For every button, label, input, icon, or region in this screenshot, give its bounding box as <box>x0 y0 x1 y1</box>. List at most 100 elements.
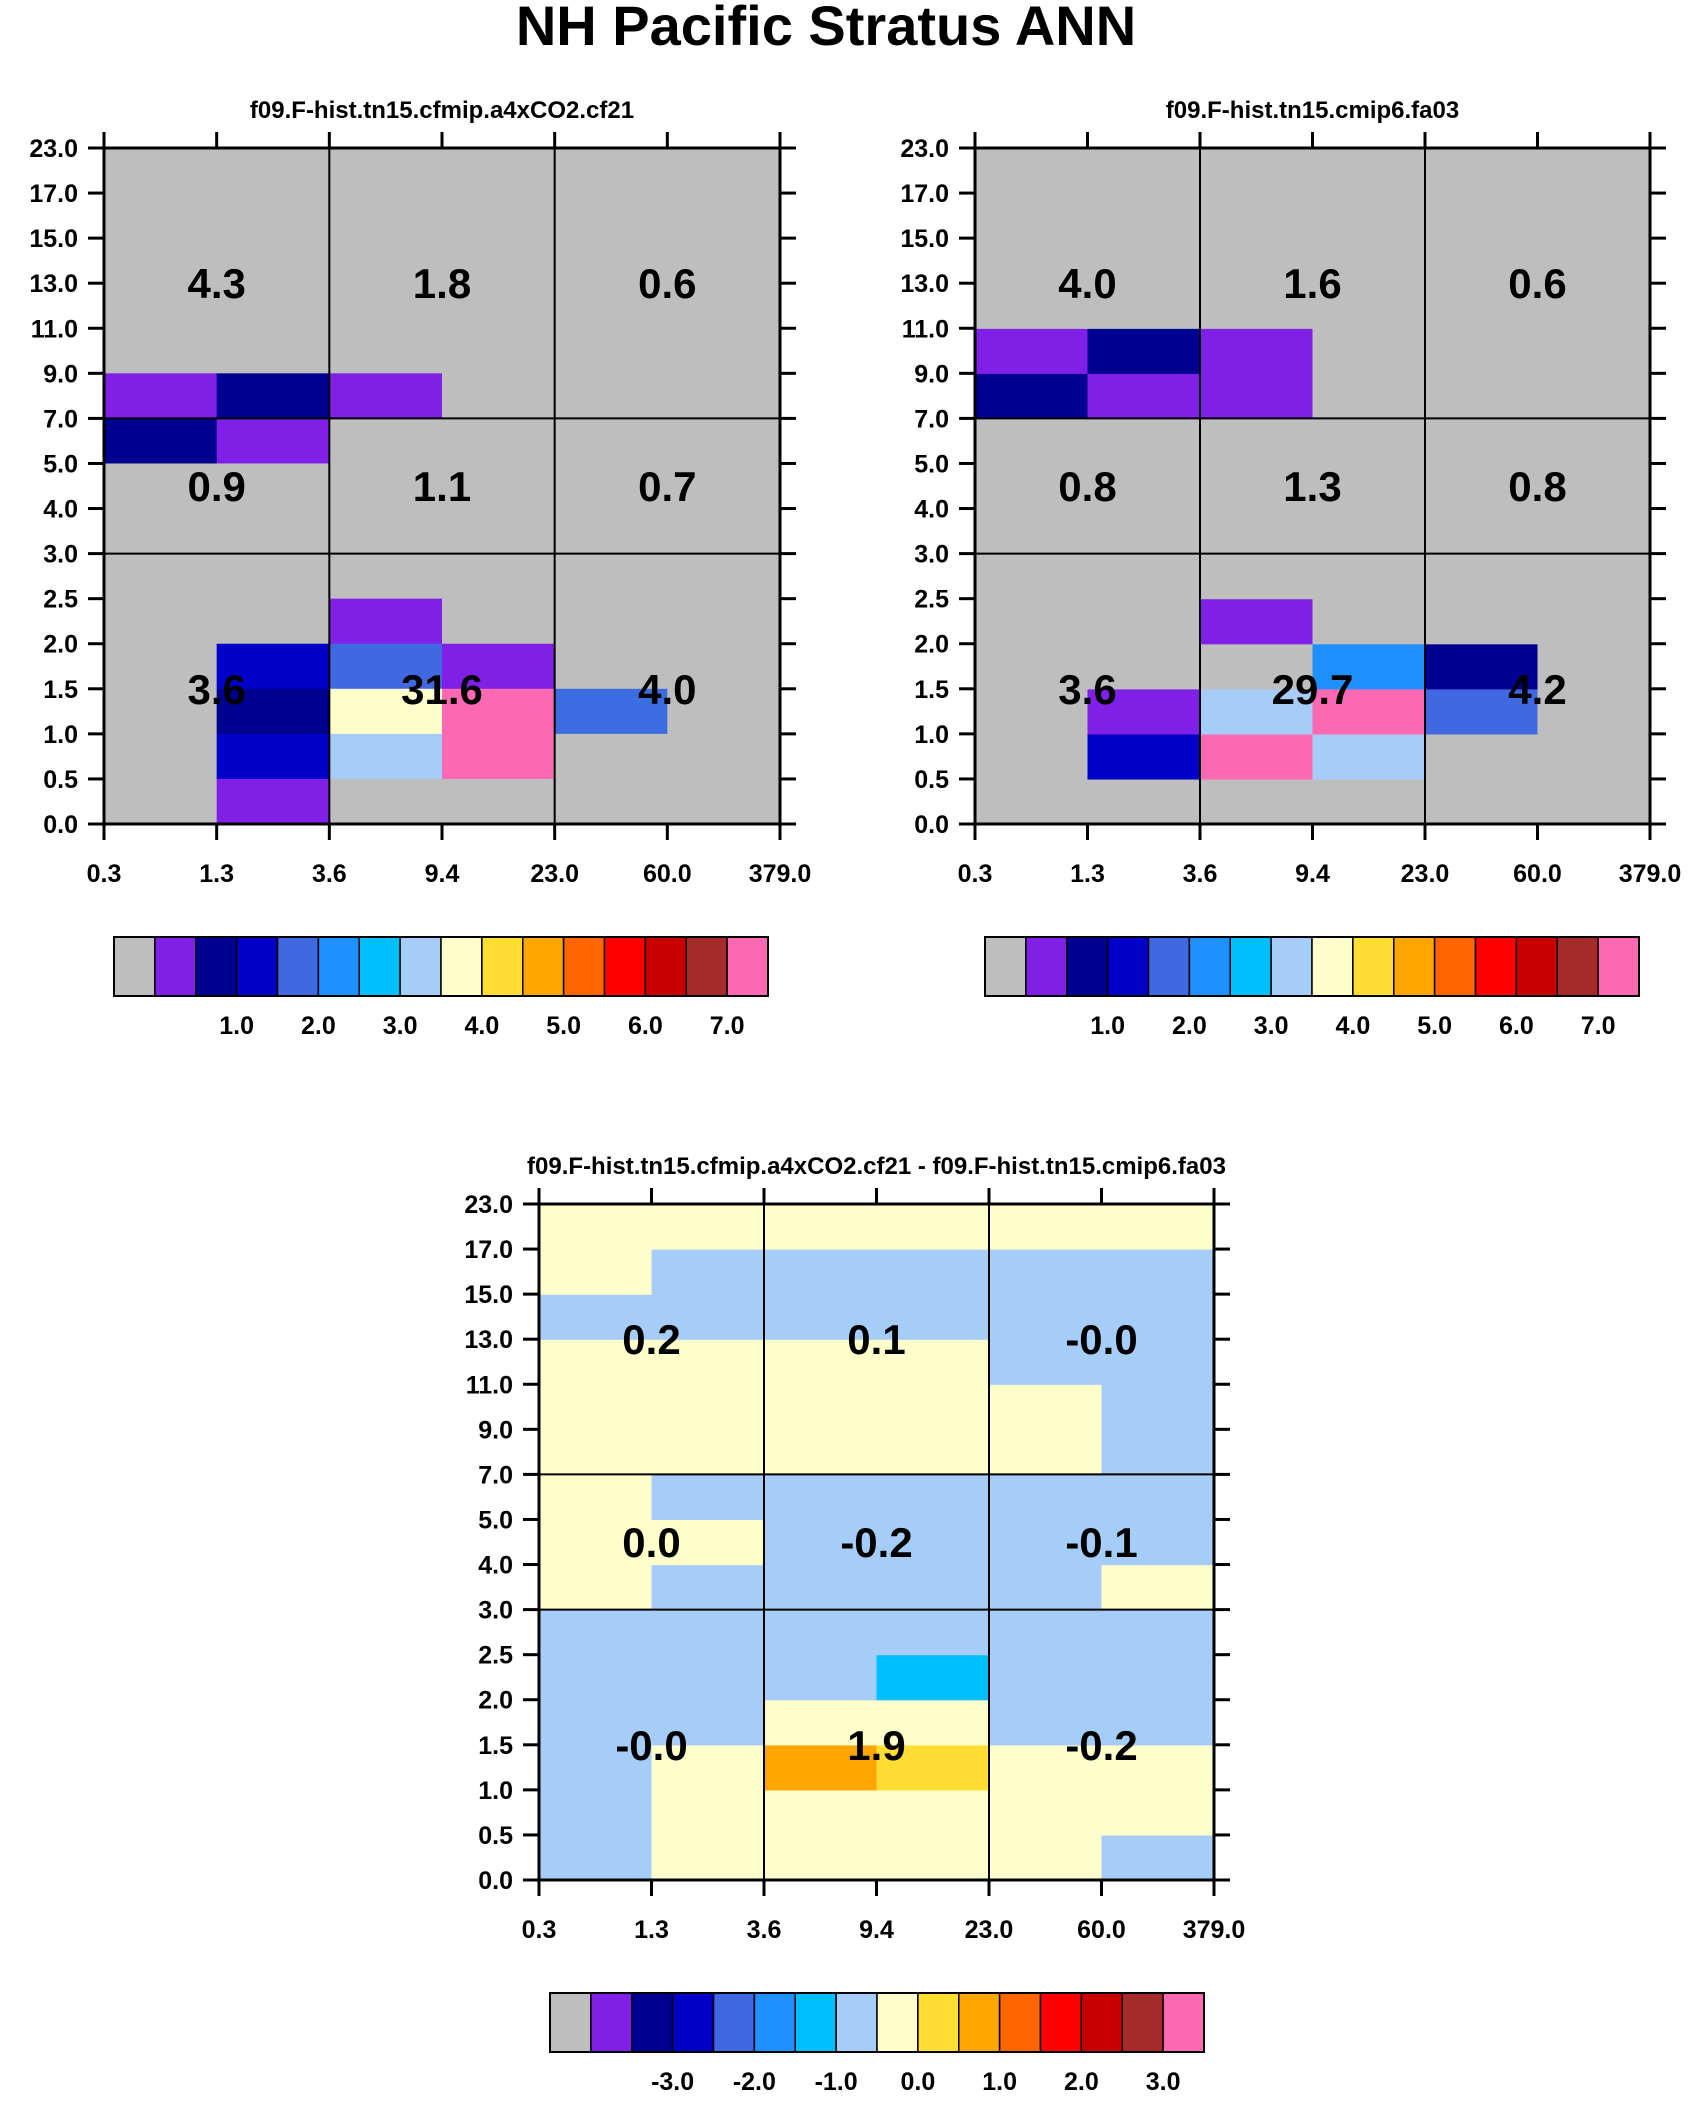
heatmap-cell <box>667 418 781 465</box>
y-tick-label: 13.0 <box>900 270 949 298</box>
heatmap-cell <box>1312 193 1426 239</box>
heatmap-cell <box>1101 1474 1215 1521</box>
heatmap-cell <box>764 1699 878 1746</box>
y-tick-label: 23.0 <box>464 1191 513 1219</box>
heatmap-cell <box>1537 508 1651 555</box>
y-tick-label: 2.0 <box>43 631 78 659</box>
heatmap-cell <box>216 553 330 600</box>
heatmap-cell <box>1087 148 1201 194</box>
colorbar-label: 4.0 <box>464 1012 499 1040</box>
heatmap-cell <box>442 193 556 239</box>
heatmap-cell <box>539 1744 653 1791</box>
heatmap-cell <box>442 148 556 194</box>
heatmap-cell <box>876 1294 990 1340</box>
x-tick-label: 23.0 <box>530 860 579 888</box>
region-total-label: -0.0 <box>615 1722 687 1769</box>
main-title: NH Pacific Stratus ANN <box>516 0 1136 57</box>
heatmap-cell <box>764 1609 878 1656</box>
colorbar-swatch <box>590 1992 633 2053</box>
heatmap-cell <box>1425 778 1539 825</box>
heatmap-cell <box>1537 643 1651 690</box>
heatmap-cell <box>876 1609 990 1656</box>
colorbar-label: 3.0 <box>1254 1012 1289 1040</box>
colorbar-swatch <box>1229 936 1272 997</box>
heatmap-cell <box>1087 508 1201 555</box>
heatmap-cell <box>1101 1249 1215 1295</box>
heatmap-cell <box>1312 733 1426 780</box>
colorbar-swatch <box>440 936 483 997</box>
y-tick-label: 17.0 <box>900 180 949 208</box>
heatmap-cell <box>764 1429 878 1475</box>
heatmap-cell <box>1087 643 1201 690</box>
heatmap-cell <box>1200 598 1314 645</box>
heatmap-cell <box>442 373 556 419</box>
heatmap-cell <box>104 778 218 825</box>
colorbar-swatch <box>998 1992 1042 2053</box>
heatmap-cell <box>216 373 330 419</box>
heatmap-cell <box>1537 553 1651 600</box>
colorbar-label: 7.0 <box>1581 1012 1616 1040</box>
heatmap-cell <box>667 463 781 510</box>
heatmap-cell <box>329 688 443 735</box>
heatmap-cell <box>667 328 781 374</box>
heatmap-cell <box>329 418 443 465</box>
heatmap-cell <box>329 508 443 555</box>
heatmap-cell <box>1200 418 1314 465</box>
heatmap-cell <box>876 1789 990 1836</box>
heatmap-cell <box>442 418 556 465</box>
y-tick-label: 0.0 <box>478 1867 513 1895</box>
region-total-label: 0.0 <box>622 1519 680 1566</box>
y-tick-label: 9.0 <box>914 360 949 388</box>
y-tick-label: 7.0 <box>43 405 78 433</box>
panel-difference: f09.F-hist.tn15.cfmip.a4xCO2.cf21 - f09.… <box>464 1153 1245 2096</box>
x-tick-label: 3.6 <box>747 1916 782 1944</box>
colorbar-label: 2.0 <box>1172 1012 1207 1040</box>
panel-model: f09.F-hist.tn15.cfmip.a4xCO2.cf21 0.0 0.5 1… <box>29 97 811 1040</box>
heatmap-cell <box>1101 1339 1215 1385</box>
x-tick-label: 1.3 <box>199 860 234 888</box>
heatmap-cell <box>975 193 1089 239</box>
colorbar-swatch <box>917 1992 960 2053</box>
y-tick-label: 11.0 <box>902 315 949 343</box>
colorbar-swatch <box>1311 936 1354 997</box>
colorbar-swatch <box>399 936 442 997</box>
heatmap-cell <box>975 688 1089 735</box>
heatmap-cell <box>1312 553 1426 600</box>
heatmap-cell <box>1537 778 1651 825</box>
region-total-label: -0.2 <box>1065 1722 1137 1769</box>
panel-title: f09.F-hist.tn15.cfmip.a4xCO2.cf21 <box>250 97 634 124</box>
heatmap-cell <box>651 1474 765 1521</box>
colorbar-swatch <box>1162 1992 1205 2053</box>
region-total-label: 4.2 <box>1508 666 1566 713</box>
colorbar-frame <box>549 1992 1205 2053</box>
colorbar-swatch <box>753 1992 796 2053</box>
heatmap-cell <box>651 1519 765 1566</box>
heatmap-cell <box>329 148 443 194</box>
colorbar-swatch <box>958 1992 1001 2053</box>
heatmap-cell <box>1101 1384 1215 1430</box>
colorbar-swatch <box>358 936 401 997</box>
y-tick-label: 13.0 <box>464 1326 513 1354</box>
y-tick-label: 1.0 <box>478 1777 513 1805</box>
region-total-label: 0.8 <box>1058 463 1116 510</box>
x-tick-label: 379.0 <box>1619 860 1682 888</box>
heatmap-cell <box>975 373 1089 419</box>
colorbar-swatch <box>1270 936 1313 997</box>
heatmap-cell <box>1200 193 1314 239</box>
heatmap-cell <box>764 1339 878 1385</box>
colorbar-label: 6.0 <box>628 1012 663 1040</box>
y-tick-label: 15.0 <box>900 225 949 253</box>
heatmap-cell <box>216 148 330 194</box>
heatmap-cell <box>554 778 668 825</box>
heatmap-cell <box>876 1204 990 1250</box>
heatmap-cell <box>876 1249 990 1295</box>
x-tick-label: 60.0 <box>643 860 692 888</box>
heatmap-cell <box>1087 283 1201 329</box>
heatmap-cell <box>651 1789 765 1836</box>
heatmap-cell <box>975 778 1089 825</box>
colorbar-swatch <box>1597 936 1640 997</box>
heatmap-cell <box>216 463 330 510</box>
colorbar-label: 5.0 <box>1417 1012 1452 1040</box>
heatmap-cell <box>989 1744 1103 1791</box>
